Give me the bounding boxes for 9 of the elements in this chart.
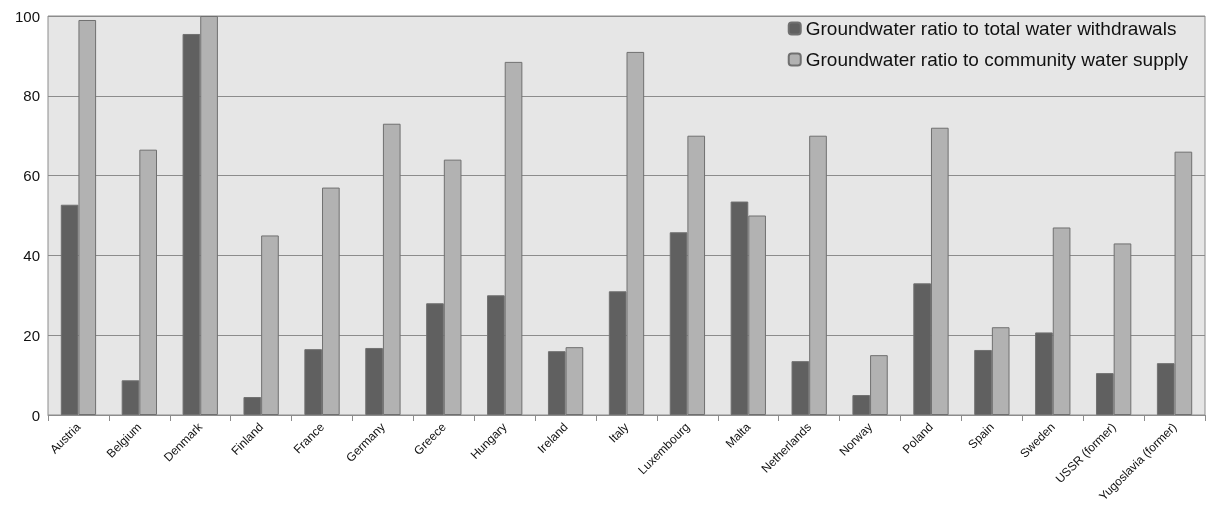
y-tick-label: 20 (23, 326, 40, 344)
y-tick-label: 60 (23, 167, 40, 185)
y-tick-label: 80 (23, 87, 40, 105)
y-tick-label: 0 (31, 406, 40, 424)
y-tick-label: 40 (23, 246, 40, 264)
x-tick-label: Italy (606, 420, 632, 446)
legend-label: Groundwater ratio to community water supply (805, 49, 1189, 70)
y-tick-label: 100 (14, 7, 40, 25)
legend-label: Groundwater ratio to total water withdrawals (805, 18, 1177, 39)
